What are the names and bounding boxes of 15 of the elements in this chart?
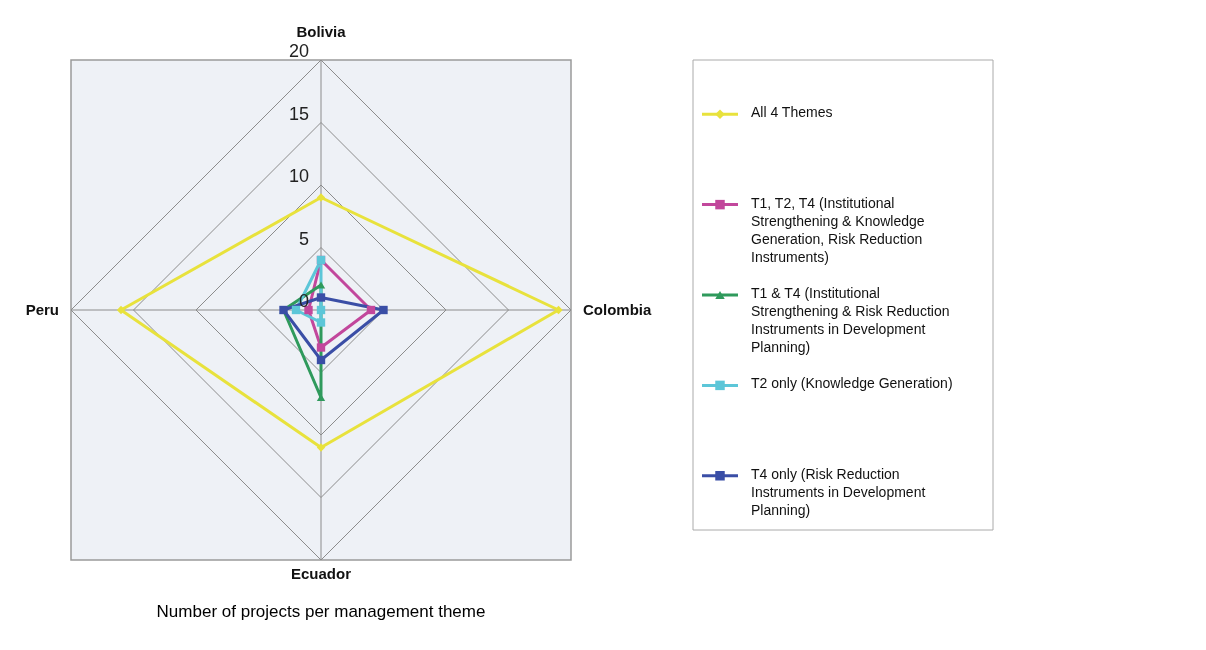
text: Number of projects per management theme	[156, 602, 486, 621]
y-tick-label: 20	[288, 41, 309, 61]
y-tick-label: 15	[288, 103, 309, 124]
y-tick-label: 0	[298, 291, 309, 311]
legend-label: All 4 Themes	[751, 104, 833, 121]
spoke-label: Ecuador	[290, 565, 352, 582]
y-tick-label: 5	[298, 228, 309, 249]
spoke-label: Colombia	[583, 301, 652, 318]
legend-label: T1, T2, T4 (Institutional Strengthening & Knowledge Generation, Risk Reduction Instruments)	[751, 194, 925, 265]
spoke-label: Peru	[25, 301, 59, 318]
legend-label: T2 only (Knowledge Generation)	[751, 375, 953, 392]
y-tick-label: 10	[288, 166, 309, 186]
spoke-label: Bolivia	[296, 23, 347, 40]
legend-label: T4 only (Risk Reduction Instruments in Development Planning)	[751, 465, 926, 518]
legend-label: T1 & T4 (Institutional Strengthening & Risk Reduction Instruments in Development Planning)	[751, 285, 950, 355]
